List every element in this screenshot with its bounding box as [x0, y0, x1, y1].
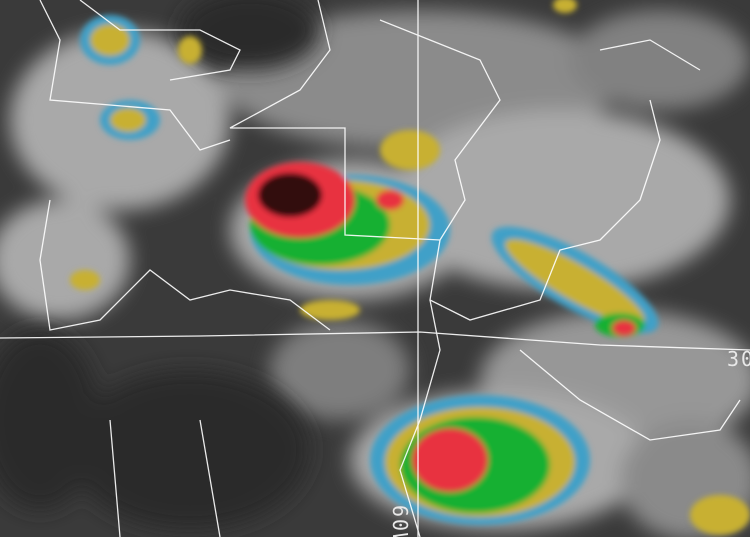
latitude-label: 30: [727, 347, 750, 371]
longitude-label: 60W: [388, 505, 412, 537]
storm-cells: [70, 0, 750, 535]
dark-clear-areas: [0, 0, 320, 530]
